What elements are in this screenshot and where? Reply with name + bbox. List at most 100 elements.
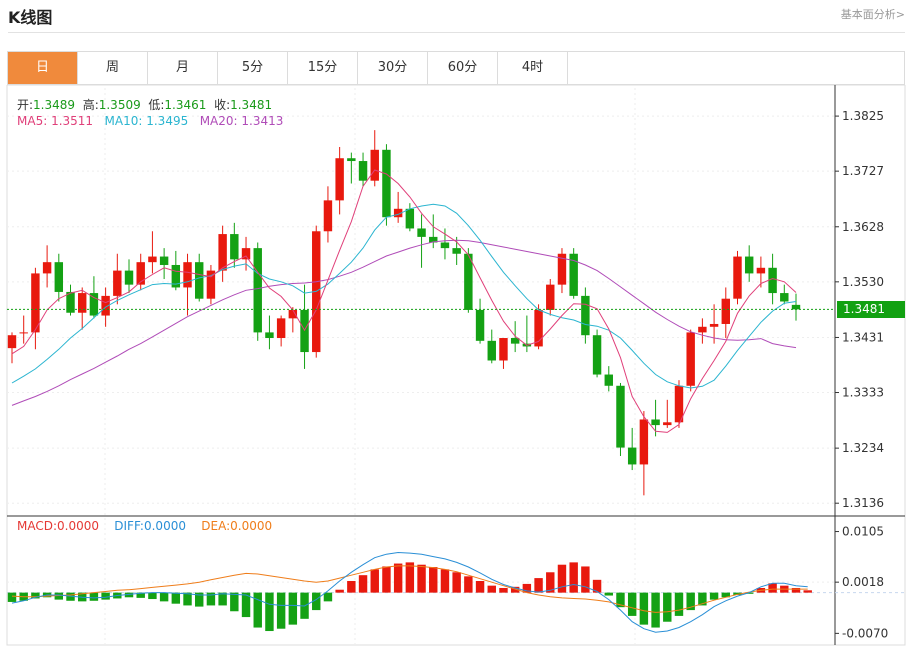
- ma10-line: [11, 203, 797, 389]
- candle: [230, 222, 239, 268]
- macd-bar: [440, 569, 450, 593]
- diff-label: DIFF:: [114, 519, 144, 533]
- candle: [54, 253, 64, 302]
- dea-label: DEA:: [201, 519, 231, 533]
- price-tick-label: 1.3136: [842, 496, 884, 510]
- fundamental-analysis-link[interactable]: 基本面分析>: [840, 8, 905, 21]
- candle-body: [358, 161, 368, 181]
- macd-bar: [417, 564, 426, 593]
- macd-bar: [698, 592, 707, 606]
- macd-bar: [195, 592, 204, 607]
- candle-body: [195, 262, 204, 299]
- tab-4hour[interactable]: 4时: [498, 52, 568, 84]
- candle: [674, 380, 684, 428]
- macd-bar: [54, 592, 64, 600]
- macd-bar: [101, 592, 110, 600]
- macd-bar: [206, 592, 216, 606]
- macd-bar: [159, 592, 169, 602]
- candle-body: [744, 256, 754, 274]
- dea-line: [11, 565, 808, 613]
- candle: [347, 152, 356, 184]
- price-tick-label: 1.3727: [842, 164, 884, 178]
- tab-week[interactable]: 周: [78, 52, 148, 84]
- kline-chart[interactable]: 1.3825 1.3727 1.3628 1.3530 1.3431 1.3333 1.32…: [0, 85, 909, 647]
- candle-body: [417, 228, 426, 237]
- diff-line: [11, 551, 808, 633]
- price-tick-label: 1.3431: [842, 330, 884, 344]
- macd-bar: [581, 566, 590, 593]
- candle-body: [136, 262, 145, 285]
- macd-bar: [475, 581, 485, 593]
- diff-value: 0.0000: [143, 519, 186, 533]
- current-price-tag: 1.3481: [837, 301, 905, 318]
- macd-bar: [663, 592, 672, 622]
- candle-body: [510, 338, 520, 344]
- candle-body: [686, 332, 695, 386]
- candle: [265, 315, 274, 350]
- candle: [136, 253, 145, 291]
- candle: [288, 307, 298, 333]
- candle-body: [546, 284, 555, 310]
- macd-bar: [136, 592, 145, 598]
- ma10-label: MA10:: [104, 114, 143, 128]
- candle-body: [113, 270, 122, 296]
- macd-bar: [464, 576, 473, 593]
- candle-body: [7, 335, 17, 349]
- candle: [42, 245, 52, 288]
- candle-body: [323, 200, 333, 232]
- candle: [475, 298, 485, 344]
- candle: [393, 191, 403, 223]
- tab-month[interactable]: 月: [148, 52, 218, 84]
- price-tick-label: 1.3333: [842, 386, 884, 400]
- candle: [241, 236, 251, 271]
- macd-bar: [148, 592, 157, 600]
- candle-body: [89, 293, 99, 316]
- candle: [721, 287, 731, 339]
- candle-body: [241, 248, 251, 260]
- candle-body: [733, 256, 742, 299]
- tab-5min[interactable]: 5分: [218, 52, 288, 84]
- candle: [77, 287, 87, 330]
- macd-bar: [265, 592, 274, 632]
- macd-bar: [791, 587, 801, 593]
- candle-body: [768, 267, 777, 294]
- candle-body: [253, 248, 262, 333]
- macd-bar: [510, 586, 520, 593]
- macd-bar: [288, 592, 298, 625]
- candle-body: [604, 374, 613, 386]
- candle: [627, 427, 637, 471]
- candle: [557, 248, 567, 294]
- macd-bar: [709, 592, 719, 600]
- tab-30min[interactable]: 30分: [358, 52, 428, 84]
- candle-body: [791, 304, 801, 310]
- macd-bar: [487, 585, 496, 593]
- tab-60min[interactable]: 60分: [428, 52, 498, 84]
- candle: [124, 259, 134, 294]
- macd-bar: [592, 579, 602, 593]
- macd-bar: [7, 592, 17, 602]
- low-value: 1.3461: [164, 98, 207, 112]
- candle: [744, 245, 754, 282]
- macd-tick-label: 0.0105: [842, 525, 884, 539]
- candle: [733, 250, 742, 305]
- ohlc-readout: 开:1.3489 高:1.3509 低:1.3461 收:1.3481: [17, 96, 272, 113]
- macd-bar: [393, 563, 403, 593]
- candle-body: [534, 309, 543, 347]
- candle-body: [42, 262, 52, 274]
- tab-15min[interactable]: 15分: [288, 52, 358, 84]
- candle-body: [440, 242, 450, 249]
- candle: [382, 144, 391, 226]
- tab-day[interactable]: 日: [8, 52, 78, 84]
- page-title: K线图: [8, 8, 53, 27]
- candle: [405, 203, 415, 232]
- ma-readout: MA5: 1.3511 MA10: 1.3495 MA20: 1.3413: [17, 114, 283, 128]
- candle: [218, 225, 227, 282]
- macd-bar: [534, 578, 543, 593]
- macd-bar: [312, 592, 321, 611]
- period-tabs: 日 周 月 5分 15分 30分 60分 4时: [7, 51, 905, 85]
- chart-frame: [6, 85, 906, 646]
- candle-body: [487, 340, 496, 361]
- ma20-label: MA20:: [199, 114, 238, 128]
- candle: [756, 256, 766, 288]
- candle: [522, 315, 532, 353]
